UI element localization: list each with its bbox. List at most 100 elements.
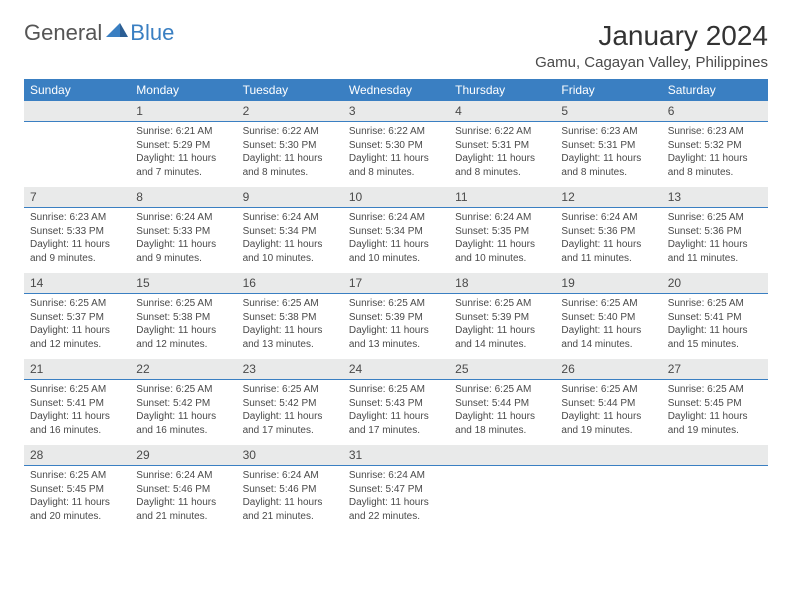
day-number: 18	[449, 273, 555, 294]
logo-triangle-icon	[106, 23, 128, 44]
day-details: Sunrise: 6:24 AMSunset: 5:34 PMDaylight:…	[237, 208, 343, 271]
calendar-cell: 13Sunrise: 6:25 AMSunset: 5:36 PMDayligh…	[662, 187, 768, 273]
daylight-text-2: and 13 minutes.	[349, 338, 443, 352]
day-details: Sunrise: 6:22 AMSunset: 5:31 PMDaylight:…	[449, 122, 555, 185]
calendar-cell: 17Sunrise: 6:25 AMSunset: 5:39 PMDayligh…	[343, 273, 449, 359]
calendar-week: 7Sunrise: 6:23 AMSunset: 5:33 PMDaylight…	[24, 187, 768, 273]
sunrise-text: Sunrise: 6:24 AM	[349, 211, 443, 225]
sunrise-text: Sunrise: 6:25 AM	[349, 383, 443, 397]
day-header-saturday: Saturday	[662, 79, 768, 101]
day-details: Sunrise: 6:25 AMSunset: 5:38 PMDaylight:…	[237, 294, 343, 357]
sunrise-text: Sunrise: 6:24 AM	[455, 211, 549, 225]
sunset-text: Sunset: 5:39 PM	[455, 311, 549, 325]
sunrise-text: Sunrise: 6:25 AM	[136, 297, 230, 311]
day-header-monday: Monday	[130, 79, 236, 101]
calendar-cell: 16Sunrise: 6:25 AMSunset: 5:38 PMDayligh…	[237, 273, 343, 359]
day-details: Sunrise: 6:25 AMSunset: 5:41 PMDaylight:…	[662, 294, 768, 357]
day-number: 31	[343, 445, 449, 466]
day-number: 1	[130, 101, 236, 122]
day-details: Sunrise: 6:25 AMSunset: 5:37 PMDaylight:…	[24, 294, 130, 357]
calendar-cell: 20Sunrise: 6:25 AMSunset: 5:41 PMDayligh…	[662, 273, 768, 359]
sunset-text: Sunset: 5:34 PM	[243, 225, 337, 239]
day-number: 13	[662, 187, 768, 208]
sunrise-text: Sunrise: 6:25 AM	[455, 297, 549, 311]
calendar-cell: 2Sunrise: 6:22 AMSunset: 5:30 PMDaylight…	[237, 101, 343, 187]
daylight-text-2: and 15 minutes.	[668, 338, 762, 352]
day-header-thursday: Thursday	[449, 79, 555, 101]
daylight-text-2: and 7 minutes.	[136, 166, 230, 180]
daylight-text-1: Daylight: 11 hours	[243, 152, 337, 166]
day-header-wednesday: Wednesday	[343, 79, 449, 101]
daylight-text-2: and 10 minutes.	[243, 252, 337, 266]
day-header-friday: Friday	[555, 79, 661, 101]
day-header-tuesday: Tuesday	[237, 79, 343, 101]
sunset-text: Sunset: 5:46 PM	[136, 483, 230, 497]
daylight-text-1: Daylight: 11 hours	[668, 410, 762, 424]
day-number	[449, 445, 555, 466]
day-number: 8	[130, 187, 236, 208]
daylight-text-1: Daylight: 11 hours	[455, 152, 549, 166]
day-number: 21	[24, 359, 130, 380]
calendar-cell: 28Sunrise: 6:25 AMSunset: 5:45 PMDayligh…	[24, 445, 130, 531]
calendar-body: 1Sunrise: 6:21 AMSunset: 5:29 PMDaylight…	[24, 101, 768, 531]
sunset-text: Sunset: 5:36 PM	[561, 225, 655, 239]
sunset-text: Sunset: 5:42 PM	[136, 397, 230, 411]
daylight-text-1: Daylight: 11 hours	[243, 410, 337, 424]
sunrise-text: Sunrise: 6:25 AM	[561, 383, 655, 397]
calendar-cell: 8Sunrise: 6:24 AMSunset: 5:33 PMDaylight…	[130, 187, 236, 273]
day-number: 30	[237, 445, 343, 466]
sunset-text: Sunset: 5:37 PM	[30, 311, 124, 325]
daylight-text-2: and 8 minutes.	[561, 166, 655, 180]
daylight-text-1: Daylight: 11 hours	[349, 152, 443, 166]
sunset-text: Sunset: 5:39 PM	[349, 311, 443, 325]
daylight-text-1: Daylight: 11 hours	[136, 152, 230, 166]
daylight-text-1: Daylight: 11 hours	[561, 152, 655, 166]
daylight-text-2: and 14 minutes.	[455, 338, 549, 352]
day-details: Sunrise: 6:25 AMSunset: 5:41 PMDaylight:…	[24, 380, 130, 443]
sunrise-text: Sunrise: 6:24 AM	[136, 469, 230, 483]
calendar-cell: 22Sunrise: 6:25 AMSunset: 5:42 PMDayligh…	[130, 359, 236, 445]
calendar-cell	[662, 445, 768, 531]
sunset-text: Sunset: 5:33 PM	[136, 225, 230, 239]
daylight-text-2: and 17 minutes.	[243, 424, 337, 438]
sunrise-text: Sunrise: 6:22 AM	[349, 125, 443, 139]
calendar-cell: 24Sunrise: 6:25 AMSunset: 5:43 PMDayligh…	[343, 359, 449, 445]
sunset-text: Sunset: 5:35 PM	[455, 225, 549, 239]
day-number: 6	[662, 101, 768, 122]
sunset-text: Sunset: 5:38 PM	[243, 311, 337, 325]
daylight-text-2: and 19 minutes.	[668, 424, 762, 438]
daylight-text-2: and 10 minutes.	[455, 252, 549, 266]
sunset-text: Sunset: 5:41 PM	[668, 311, 762, 325]
day-number: 28	[24, 445, 130, 466]
sunrise-text: Sunrise: 6:25 AM	[668, 211, 762, 225]
daylight-text-2: and 19 minutes.	[561, 424, 655, 438]
day-headers-row: Sunday Monday Tuesday Wednesday Thursday…	[24, 79, 768, 101]
day-details: Sunrise: 6:25 AMSunset: 5:45 PMDaylight:…	[662, 380, 768, 443]
sunrise-text: Sunrise: 6:23 AM	[561, 125, 655, 139]
daylight-text-2: and 16 minutes.	[30, 424, 124, 438]
day-number: 15	[130, 273, 236, 294]
calendar-cell: 23Sunrise: 6:25 AMSunset: 5:42 PMDayligh…	[237, 359, 343, 445]
day-number: 5	[555, 101, 661, 122]
daylight-text-1: Daylight: 11 hours	[455, 410, 549, 424]
daylight-text-1: Daylight: 11 hours	[136, 238, 230, 252]
daylight-text-1: Daylight: 11 hours	[561, 410, 655, 424]
location-text: Gamu, Cagayan Valley, Philippines	[535, 54, 768, 71]
day-details: Sunrise: 6:22 AMSunset: 5:30 PMDaylight:…	[237, 122, 343, 185]
day-details: Sunrise: 6:24 AMSunset: 5:35 PMDaylight:…	[449, 208, 555, 271]
daylight-text-2: and 8 minutes.	[455, 166, 549, 180]
sunrise-text: Sunrise: 6:25 AM	[561, 297, 655, 311]
day-details: Sunrise: 6:24 AMSunset: 5:36 PMDaylight:…	[555, 208, 661, 271]
logo-text-general: General	[24, 20, 102, 46]
daylight-text-1: Daylight: 11 hours	[30, 410, 124, 424]
daylight-text-2: and 16 minutes.	[136, 424, 230, 438]
daylight-text-2: and 9 minutes.	[30, 252, 124, 266]
calendar-cell	[555, 445, 661, 531]
daylight-text-2: and 21 minutes.	[243, 510, 337, 524]
sunset-text: Sunset: 5:42 PM	[243, 397, 337, 411]
daylight-text-1: Daylight: 11 hours	[668, 152, 762, 166]
daylight-text-1: Daylight: 11 hours	[136, 410, 230, 424]
sunset-text: Sunset: 5:44 PM	[455, 397, 549, 411]
day-number: 17	[343, 273, 449, 294]
day-number	[24, 101, 130, 122]
